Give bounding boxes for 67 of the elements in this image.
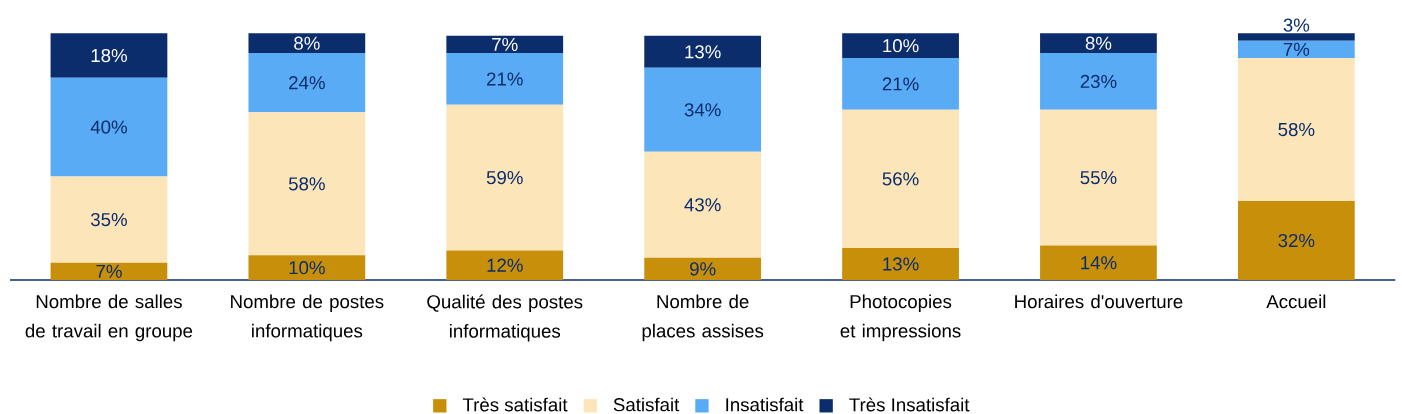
data-label: 14% <box>1081 256 1117 270</box>
bar <box>1237 33 1355 41</box>
data-label: 24% <box>289 76 325 90</box>
data-label: 7% <box>1283 42 1310 56</box>
data-label: 13% <box>685 45 721 59</box>
bar <box>248 33 366 54</box>
data-label: 10% <box>883 39 919 53</box>
data-label: 40% <box>90 120 127 134</box>
x-tick-label: Nombre de postes informatiques <box>231 294 384 342</box>
bar <box>1040 245 1157 280</box>
data-label: 8% <box>294 36 320 50</box>
legend-label: Insatisfait <box>726 397 804 412</box>
data-label: 58% <box>288 177 325 191</box>
data-label: 58% <box>1278 122 1315 137</box>
bar <box>842 247 959 280</box>
data-label: 32% <box>1278 233 1315 248</box>
bar <box>446 53 564 105</box>
bar <box>644 35 762 68</box>
legend-label: Très satisfait <box>462 397 568 412</box>
bar <box>644 67 762 152</box>
bar <box>842 33 959 58</box>
bar <box>1237 40 1355 58</box>
bar <box>842 58 959 110</box>
bar <box>248 53 366 113</box>
x-tick-label: Accueil <box>1266 294 1326 309</box>
data-label: 13% <box>883 257 919 271</box>
legend-label: Satisfait <box>613 397 680 412</box>
data-label: 23% <box>1080 74 1117 89</box>
data-label: 34% <box>684 103 721 117</box>
bar <box>1237 201 1355 280</box>
data-label: 18% <box>91 48 127 63</box>
bar <box>248 255 366 280</box>
data-label: 21% <box>882 77 919 91</box>
bar <box>446 104 564 251</box>
data-label: 7% <box>96 264 122 278</box>
data-label: 8% <box>1085 36 1112 50</box>
bar <box>1040 33 1157 54</box>
legend-label: Très Insatisfait <box>849 397 970 412</box>
bar <box>50 176 168 263</box>
bar <box>644 151 762 258</box>
data-label: 35% <box>90 212 127 227</box>
bar <box>50 262 168 280</box>
bar <box>644 257 762 280</box>
bar <box>1040 109 1157 246</box>
x-tick-label: Photocopies et impressions <box>840 294 961 342</box>
bar <box>446 35 564 54</box>
bar <box>446 250 564 280</box>
bar <box>1040 53 1157 110</box>
data-label: 3% <box>1283 18 1310 32</box>
data-label: 43% <box>684 198 721 212</box>
x-tick-label: Horaires d'ouverture <box>1015 294 1183 309</box>
data-label: 10% <box>289 261 325 275</box>
x-tick-label: Qualité des postes informatiques <box>427 294 583 342</box>
data-label: 59% <box>486 171 523 185</box>
x-tick-label: Nombre de places assises <box>642 294 764 342</box>
bar <box>842 109 959 248</box>
x-tick-label: Nombre de salles de travail en groupe <box>25 294 193 342</box>
data-label: 12% <box>487 258 523 272</box>
data-label: 7% <box>492 37 518 51</box>
data-label: 9% <box>690 262 716 276</box>
data-label: 56% <box>882 172 919 186</box>
bar <box>1237 58 1355 202</box>
data-label: 21% <box>487 72 523 86</box>
bar <box>50 33 168 78</box>
data-label: 55% <box>1080 171 1117 185</box>
bar <box>248 112 366 256</box>
bar <box>50 77 168 177</box>
